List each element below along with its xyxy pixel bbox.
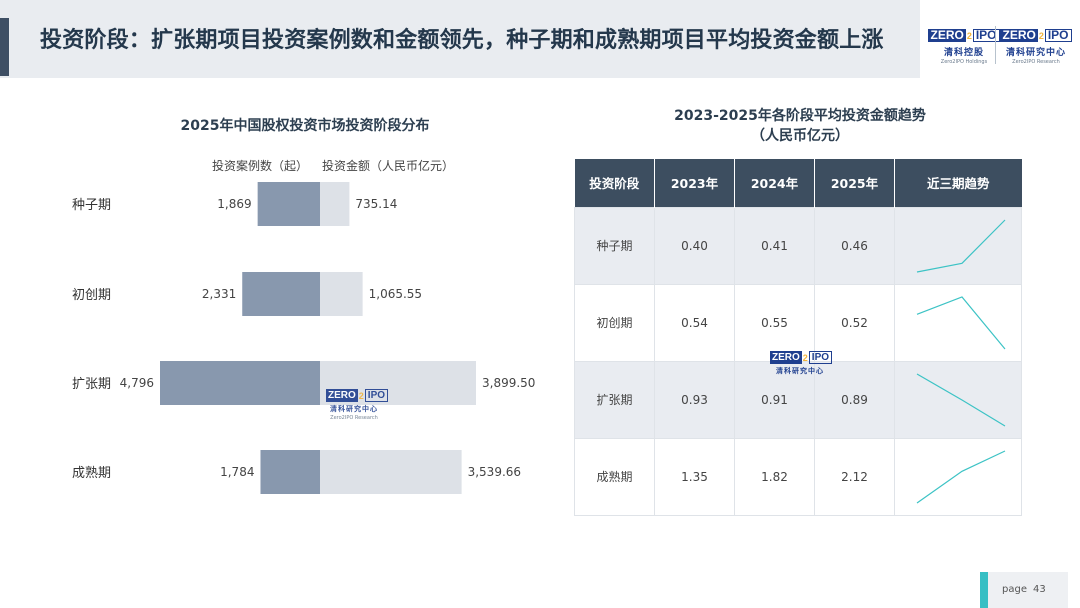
table-row: 扩张期 0.93 0.91 0.89 [574,360,1022,439]
value-cell: 1.35 [654,437,735,516]
title-band [0,0,920,78]
trend-table-title: 2023-2025年各阶段平均投资金额趋势 （人民币亿元） [674,108,926,144]
count-label: 2,331 [202,287,236,301]
count-label: 1,869 [217,197,251,211]
trend-line [916,295,1006,349]
category-label: 成熟期 [72,465,111,481]
sparkline-mature [916,449,1006,503]
table-row: 初创期 0.54 0.55 0.52 [574,283,1022,362]
value-cell: 0.93 [654,360,735,439]
count-bar [160,361,320,405]
trend-line [916,219,1006,273]
page-label: page [1002,584,1027,595]
count-column-header: 投资案例数（起） [212,159,309,173]
value-cell: 0.41 [734,206,815,285]
page-number: 43 [1033,584,1046,595]
trend-line [916,449,1006,503]
value-cell: 0.54 [654,283,735,362]
col-header-2024: 2024年 [734,159,815,207]
table-header-row: 投资阶段 2023年 2024年 2025年 近三期趋势 [574,159,1022,207]
trend-line [916,372,1006,427]
value-cell: 2.12 [814,437,895,516]
count-label: 4,796 [120,376,154,390]
logo-en-text: Zero2IPO Holdings [940,59,988,65]
value-cell: 0.52 [814,283,895,362]
category-label: 初创期 [72,288,111,303]
trend-cell [894,206,1022,285]
stage-distribution-chart: 种子期 1,869 735.14 初创期 2,331 1,065.55 扩张期 4,796 3,… [72,182,535,494]
col-header-stage: 投资阶段 [574,159,655,207]
sparkline-seed [916,219,1006,273]
amount-label: 3,899.50 [482,376,535,390]
logo-cn-text: 清科研究中心 [1005,48,1066,58]
stage-cell: 成熟期 [574,437,655,516]
stage-cell: 种子期 [574,206,655,285]
col-header-trend: 近三期趋势 [894,159,1022,207]
zero2ipo-holdings-logo: ZERO 2 IPO 清科控股 Zero2IPO Holdings [928,24,1000,68]
count-bar [260,450,320,494]
stage-cell: 初创期 [574,283,655,362]
bar-chart-title: 2025年中国股权投资市场投资阶段分布 [180,118,430,134]
count-bar [242,272,320,316]
category-label: 种子期 [72,198,111,213]
amount-column-header: 投资金额（人民币亿元） [322,159,455,173]
trend-cell [894,437,1022,516]
watermark-logo-left: ZERO 2 IPO 清科研究中心 Zero2IPO Research [326,383,389,421]
amount-bar [320,272,363,316]
trend-cell [894,360,1022,439]
table-row: 种子期 0.40 0.41 0.46 [574,206,1022,285]
count-label: 1,784 [220,465,254,479]
page-number-box [988,572,1068,608]
page-accent-bar [980,572,988,608]
logo-cn-text: 清科控股 [943,48,984,58]
amount-label: 1,065.55 [369,287,422,301]
table-row: 成熟期 1.35 1.82 2.12 [574,437,1022,516]
col-header-2023: 2023年 [654,159,735,207]
zero2ipo-research-logo: ZERO 2 IPO 清科研究中心 Zero2IPO Research [1000,24,1072,68]
value-cell: 1.82 [734,437,815,516]
amount-label: 3,539.66 [468,465,521,479]
sparkline-startup [916,295,1006,349]
sparkline-expansion [916,372,1006,427]
trend-cell [894,283,1022,362]
stage-cell: 扩张期 [574,360,655,439]
value-cell: 0.46 [814,206,895,285]
watermark-logo-center: ZERO 2 IPO 清科研究中心 [770,345,833,376]
col-header-2025: 2025年 [814,159,895,207]
count-bar [257,182,320,226]
page-title: 投资阶段：扩张期项目投资案例数和金额领先，种子期和成熟期项目平均投资金额上涨 [40,28,884,53]
title-accent-bar [0,18,9,76]
amount-label: 735.14 [355,197,397,211]
amount-bar [320,450,462,494]
amount-bar [320,182,350,226]
value-cell: 0.40 [654,206,735,285]
logo-divider [995,26,996,64]
logo-en-text: Zero2IPO Research [1012,59,1060,65]
trend-table: 投资阶段 2023年 2024年 2025年 近三期趋势 种子期 0.40 0.… [574,159,1022,516]
category-label: 扩张期 [72,377,111,392]
value-cell: 0.89 [814,360,895,439]
